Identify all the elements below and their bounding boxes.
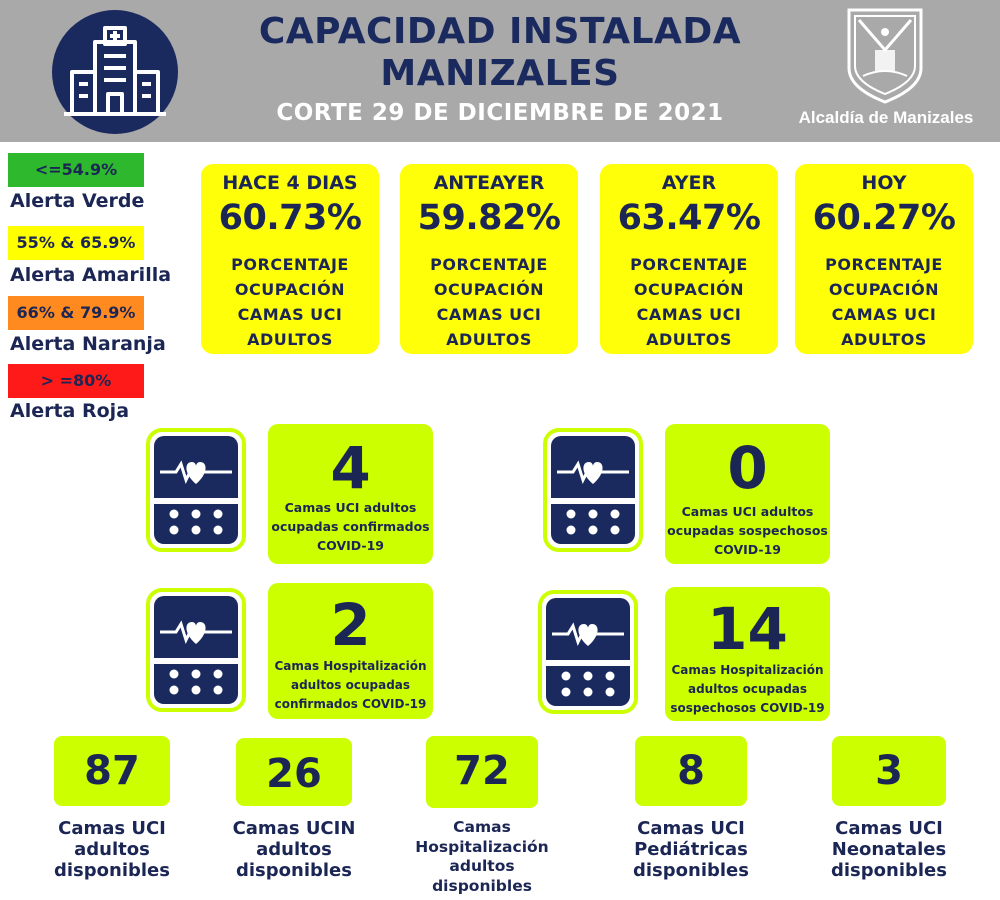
heart-monitor-icon bbox=[538, 590, 638, 714]
stat-hosp-confirmed: 2 Camas Hospitalización adultos ocupadas c… bbox=[268, 583, 433, 719]
occupancy-card-4-days-ago: HACE 4 DIAS 60.73% PORCENTAJE OCUPACIÓN CA… bbox=[201, 164, 379, 354]
available-uci-pediatric-label: Camas UCI Pediátricas disponibles bbox=[633, 818, 749, 881]
occupancy-card-day-before-yesterday: ANTEAYER 59.82% PORCENTAJE OCUPACIÓN CAMAS… bbox=[400, 164, 578, 354]
stat-description: Camas Hospitalización adultos ocupadas con… bbox=[274, 659, 427, 711]
available-uci-adults-value: 87 bbox=[54, 736, 170, 806]
legend-yellow-range: 55% & 65.9% bbox=[8, 226, 144, 260]
available-ucin-adults-value: 26 bbox=[236, 738, 352, 806]
heart-monitor-icon bbox=[543, 428, 643, 552]
occupancy-period: AYER bbox=[661, 172, 717, 194]
occupancy-value: 63.47% bbox=[617, 198, 761, 238]
occupancy-period: ANTEAYER bbox=[433, 172, 545, 194]
occupancy-value: 60.73% bbox=[218, 198, 362, 238]
stat-description: Camas Hospitalización adultos ocupadas sos… bbox=[670, 663, 825, 715]
legend-orange-range: 66% & 79.9% bbox=[8, 296, 144, 330]
stat-value: 0 bbox=[727, 434, 768, 502]
stat-uci-suspected: 0 Camas UCI adultos ocupadas sospechosos C… bbox=[665, 424, 830, 564]
occupancy-period: HOY bbox=[861, 172, 907, 194]
available-uci-pediatric-value: 8 bbox=[635, 736, 747, 806]
page-title-line1: CAPACIDAD INSTALADA bbox=[258, 11, 742, 52]
legend-orange-label: Alerta Naranja bbox=[10, 333, 166, 355]
occupancy-card-today: HOY 60.27% PORCENTAJE OCUPACIÓN CAMAS UCI A… bbox=[795, 164, 973, 354]
available-hosp-adults-label: Camas Hospitalización adultos disponibles bbox=[415, 818, 549, 895]
legend-yellow-label: Alerta Amarilla bbox=[10, 264, 172, 286]
legend-red-label: Alerta Roja bbox=[10, 400, 130, 422]
stat-uci-confirmed: 4 Camas UCI adultos ocupadas confirmados C… bbox=[268, 424, 433, 564]
available-uci-neonatal-value: 3 bbox=[832, 736, 946, 806]
stat-description: Camas UCI adultos ocupadas sospechosos COV… bbox=[667, 504, 828, 557]
stat-value: 14 bbox=[707, 595, 788, 663]
coat-of-arms-icon bbox=[845, 6, 925, 106]
legend-red-range: > =80% bbox=[8, 364, 144, 398]
stat-value: 4 bbox=[330, 434, 371, 502]
heart-monitor-icon bbox=[146, 428, 246, 552]
available-ucin-adults-label: Camas UCIN adultos disponibles bbox=[232, 818, 356, 881]
hospital-building-icon bbox=[52, 10, 178, 134]
organization-name: Alcaldía de Manizales bbox=[798, 108, 974, 127]
available-hosp-adults-value: 72 bbox=[426, 736, 538, 808]
available-uci-neonatal-label: Camas UCI Neonatales disponibles bbox=[831, 818, 947, 881]
occupancy-description: PORCENTAJE OCUPACIÓN CAMAS UCI ADULTOS bbox=[630, 255, 748, 349]
stat-hosp-suspected: 14 Camas Hospitalización adultos ocupadas… bbox=[665, 587, 830, 721]
occupancy-period: HACE 4 DIAS bbox=[222, 172, 358, 194]
stat-description: Camas UCI adultos ocupadas confirmados COV… bbox=[271, 500, 430, 553]
occupancy-description: PORCENTAJE OCUPACIÓN CAMAS UCI ADULTOS bbox=[430, 255, 548, 349]
occupancy-value: 59.82% bbox=[417, 198, 561, 238]
legend-green-range: <=54.9% bbox=[8, 153, 144, 187]
page-title-line2: MANIZALES bbox=[380, 53, 620, 94]
stat-value: 2 bbox=[330, 591, 371, 659]
page-subtitle: CORTE 29 DE DICIEMBRE DE 2021 bbox=[276, 100, 724, 126]
heart-monitor-icon bbox=[146, 588, 246, 712]
occupancy-value: 60.27% bbox=[812, 198, 956, 238]
available-uci-adults-label: Camas UCI adultos disponibles bbox=[54, 818, 170, 881]
occupancy-description: PORCENTAJE OCUPACIÓN CAMAS UCI ADULTOS bbox=[825, 255, 943, 349]
occupancy-description: PORCENTAJE OCUPACIÓN CAMAS UCI ADULTOS bbox=[231, 255, 349, 349]
occupancy-card-yesterday: AYER 63.47% PORCENTAJE OCUPACIÓN CAMAS UCI… bbox=[600, 164, 778, 354]
legend-green-label: Alerta Verde bbox=[10, 190, 145, 212]
